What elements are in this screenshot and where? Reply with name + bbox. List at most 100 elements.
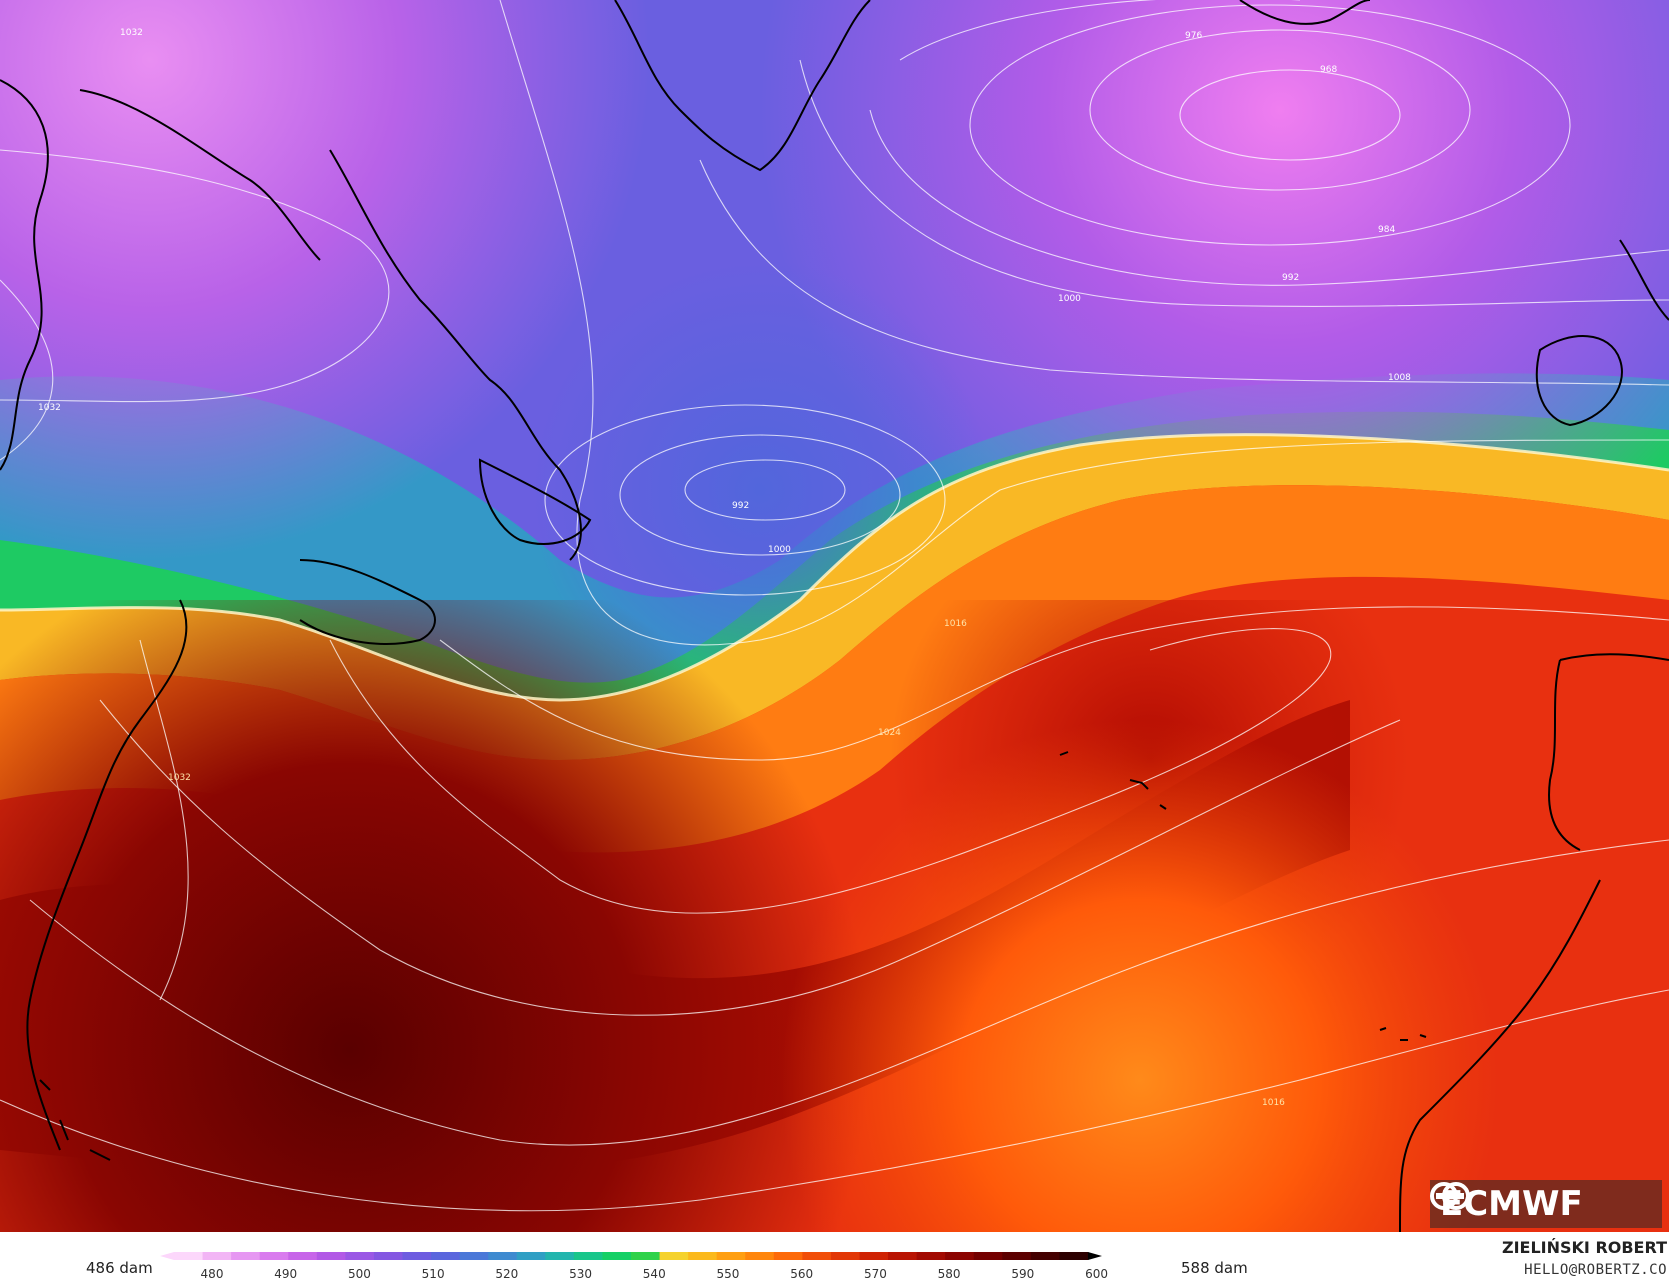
colorbar-cell <box>973 1252 1003 1260</box>
colorbar-cell <box>1030 1252 1060 1260</box>
colorbar-cell <box>802 1252 832 1260</box>
colorbar-ticks: 480 490 500 510 520 530 540 550 560 570 580 590 600 <box>201 1267 1108 1281</box>
isobar-1016-s <box>0 989 1669 1212</box>
author-email: HELLO@ROBERTZ.CO <box>1524 1262 1667 1278</box>
nova-scotia-coast <box>299 559 436 645</box>
isobar-labels: 1032 976 968 984 992 1000 1008 1032 992 … <box>38 28 1411 1108</box>
colorbar-cell <box>488 1252 518 1260</box>
legend-min-label: 486 dam <box>86 1259 153 1277</box>
isobar-label: 1008 <box>1388 373 1411 383</box>
colorbar-cell <box>516 1252 546 1260</box>
us-east-coast <box>26 599 188 1151</box>
colorbar-tick-label: 590 <box>1011 1267 1034 1281</box>
isobar-992-low <box>684 459 846 521</box>
hudson-coast <box>79 89 321 261</box>
canada-coast-west <box>0 79 49 471</box>
iberia-coast <box>1548 653 1669 851</box>
colorbar-cell <box>830 1252 860 1260</box>
bahamas <box>39 1079 111 1161</box>
colorbar-cell <box>659 1252 689 1260</box>
colorbar-cell <box>688 1252 718 1260</box>
isobar-1016 <box>499 0 1669 646</box>
isobar-label: 1024 <box>878 728 901 738</box>
isobar-968 <box>1179 69 1401 161</box>
colorbar-cell <box>859 1252 889 1260</box>
colorbar-cell <box>773 1252 803 1260</box>
isobar-992-n <box>869 0 1669 286</box>
isobars <box>0 0 1669 1211</box>
isobar-label: 992 <box>1282 273 1299 283</box>
colorbar-tick-label: 510 <box>422 1267 445 1281</box>
colorbar-cell <box>916 1252 946 1260</box>
color-legend: 486 dam 480 490 500 510 520 530 540 550 560 570 58… <box>0 1232 1669 1287</box>
isobar-label: 976 <box>1185 31 1202 41</box>
iceland-coast <box>1239 0 1371 25</box>
canaries <box>1379 1027 1427 1041</box>
colorbar-cell <box>1059 1252 1089 1260</box>
colorbar-cell <box>631 1252 661 1260</box>
colorbar-tick-label: 500 <box>348 1267 371 1281</box>
colorbar-cell <box>288 1252 318 1260</box>
greenland-coast <box>614 0 871 172</box>
isobar-label: 1000 <box>768 545 791 555</box>
colorbar-cell <box>316 1252 346 1260</box>
isobar-label: 968 <box>1320 65 1337 75</box>
isobar-label: 1000 <box>1058 294 1081 304</box>
colorbar-tick-label: 490 <box>274 1267 297 1281</box>
colorbar-tick-label: 570 <box>864 1267 887 1281</box>
isobar-1008-n <box>699 159 1669 386</box>
isobar-label: 1032 <box>168 773 191 783</box>
isobar-label: 1032 <box>120 28 143 38</box>
colorbar-cell <box>402 1252 432 1260</box>
labrador-coast <box>329 149 582 561</box>
newfoundland-coast <box>478 458 592 545</box>
legend-max-label: 588 dam <box>1181 1259 1248 1277</box>
colorbar-cell <box>373 1252 403 1260</box>
colorbar-arrow-left <box>160 1252 174 1260</box>
colorbar-cell <box>231 1252 261 1260</box>
colorbar-cell <box>202 1252 232 1260</box>
colorbar-cell <box>745 1252 775 1260</box>
ecmwf-logo-icon <box>1430 1182 1470 1210</box>
colorbar-cell <box>259 1252 289 1260</box>
isobar-976 <box>1089 29 1471 191</box>
isobar-label: 1016 <box>1262 1098 1285 1108</box>
colorbar-cell <box>174 1252 204 1260</box>
colorbar-cell <box>1002 1252 1032 1260</box>
colorbar-arrow-right <box>1088 1252 1102 1260</box>
azores <box>1059 751 1167 810</box>
isobar-1000-low <box>619 434 901 556</box>
colorbar-cell <box>602 1252 632 1260</box>
colorbar-cell <box>431 1252 461 1260</box>
isobar-984 <box>969 4 1571 246</box>
colorbar-tick-label: 540 <box>643 1267 666 1281</box>
ecmwf-logo: ECMWF <box>1430 1180 1662 1228</box>
colorbar-tick-label: 560 <box>790 1267 813 1281</box>
colorbar-tick-label: 550 <box>717 1267 740 1281</box>
colorbar-tick-label: 600 <box>1085 1267 1108 1281</box>
jet-highlight <box>0 433 1669 702</box>
uk-coast <box>1619 239 1669 321</box>
isobar-1024-s <box>29 839 1669 1146</box>
author-name: ZIELIŃSKI ROBERT <box>1501 1238 1667 1257</box>
ireland-coast <box>1535 335 1623 427</box>
isobar-west-1 <box>0 149 390 403</box>
colorbar-cell <box>459 1252 489 1260</box>
isobar-west-2 <box>139 639 189 1001</box>
isobar-1008-low <box>544 404 946 596</box>
colorbar-cell <box>545 1252 575 1260</box>
isobar-label: 992 <box>732 501 749 511</box>
colorbar-tick-label: 520 <box>495 1267 518 1281</box>
isobar-1032-b <box>99 699 1401 1016</box>
colorbar-cell <box>945 1252 975 1260</box>
colorbar-cell <box>888 1252 918 1260</box>
colorbar-tick-label: 530 <box>569 1267 592 1281</box>
colorbar: 480 490 500 510 520 530 540 550 560 570 580 590 600 <box>160 1252 1108 1281</box>
colorbar-tick-label: 480 <box>201 1267 224 1281</box>
geopotential-map-canvas: 1032 976 968 984 992 1000 1008 1032 992 … <box>0 0 1669 1232</box>
isobar-1032-w <box>0 279 54 461</box>
weather-map: 1032 976 968 984 992 1000 1008 1032 992 … <box>0 0 1669 1232</box>
colorbar-tick-label: 580 <box>938 1267 961 1281</box>
coastlines <box>0 0 1669 1232</box>
isobar-label: 984 <box>1378 225 1395 235</box>
